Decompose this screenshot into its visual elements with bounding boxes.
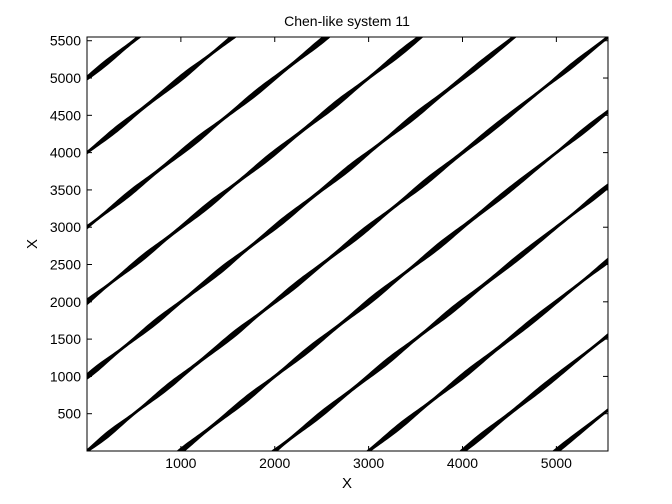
y-axis: 500 1000 1500 2000 2500 3000 3500 4000 4500 5000 5… (50, 33, 608, 422)
y-tick-label: 1000 (50, 368, 81, 384)
plot-frame (86, 36, 609, 452)
y-tick-label: 1500 (50, 331, 81, 347)
data-band (87, 37, 517, 380)
data-band (176, 109, 608, 451)
y-tick-label: 4000 (50, 145, 81, 161)
chart-title: Chen-like system 11 (284, 13, 410, 29)
x-tick-label: 1000 (165, 455, 196, 471)
y-tick-label: 5500 (50, 33, 81, 49)
y-tick-label: 3000 (50, 219, 81, 235)
x-tick-label: 3000 (353, 455, 384, 471)
y-tick-label: 3500 (50, 182, 81, 198)
x-axis: 1000 2000 3000 4000 5000 (165, 37, 572, 471)
data-bands (87, 37, 608, 451)
y-tick-label: 5000 (50, 70, 81, 86)
data-band (87, 37, 237, 155)
y-tick-label: 500 (58, 406, 82, 422)
data-band (87, 37, 142, 81)
data-band (552, 408, 608, 451)
y-tick-label: 2500 (50, 257, 81, 273)
data-band (87, 37, 331, 230)
data-band (365, 257, 608, 451)
data-band (270, 183, 608, 451)
y-tick-label: 4500 (50, 107, 81, 123)
plot-area (87, 37, 608, 451)
y-tick-label: 2000 (50, 294, 81, 310)
x-tick-label: 2000 (259, 455, 290, 471)
x-axis-label: X (342, 475, 352, 492)
data-band (87, 37, 608, 451)
y-axis-label: X (24, 239, 41, 249)
x-tick-label: 5000 (541, 455, 572, 471)
data-band (87, 37, 424, 306)
x-tick-label: 4000 (447, 455, 478, 471)
data-band (459, 332, 608, 451)
